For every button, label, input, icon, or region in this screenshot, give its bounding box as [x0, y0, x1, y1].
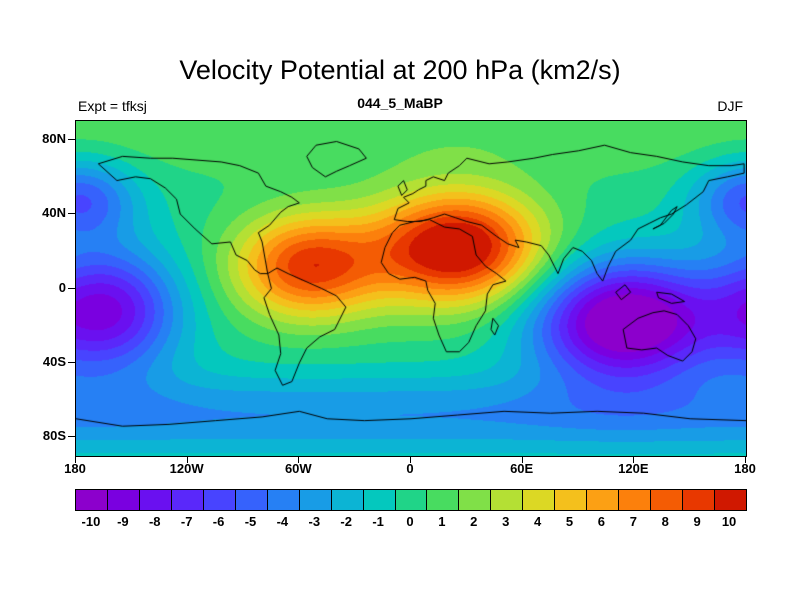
y-axis-tick-label: 80N [42, 130, 66, 146]
colorbar-cell-3 [491, 490, 524, 510]
y-axis-tick-mark [68, 287, 75, 289]
colorbar-level-label: -2 [340, 514, 352, 529]
colorbar-level-label: -5 [244, 514, 257, 529]
y-axis-tick-mark [68, 436, 75, 438]
colorbar-level-label: 8 [661, 514, 669, 529]
x-axis-tick-label: 60W [284, 461, 312, 476]
y-axis-tick-label: 0 [58, 279, 66, 295]
y-axis-tick-mark [68, 361, 75, 363]
colorbar-level-label: -1 [372, 514, 384, 529]
x-axis-tick-mark [298, 456, 300, 463]
velocity-potential-field-canvas [76, 121, 746, 456]
colorbar-cell-9 [683, 490, 716, 510]
colorbar-level-label: -8 [148, 514, 161, 529]
colorbar-level-label: 2 [470, 514, 478, 529]
colorbar-cell-7 [619, 490, 652, 510]
colorbar-cell-4 [523, 490, 556, 510]
y-axis-tick-label: 80S [42, 428, 66, 444]
colorbar-level-label: -9 [117, 514, 129, 529]
colorbar-cell--3 [299, 490, 332, 510]
colorbar-cell--10 [76, 490, 108, 510]
colorbar-cell-0 [395, 490, 428, 510]
colorbar [75, 489, 747, 511]
colorbar-cell--6 [203, 490, 236, 510]
colorbar-cell-10 [715, 490, 747, 510]
colorbar-cell-1 [427, 490, 460, 510]
x-axis-tick-label: 180 [64, 461, 86, 476]
y-axis-tick-mark [68, 213, 75, 215]
colorbar-level-label: 5 [565, 514, 574, 529]
colorbar-cell--7 [171, 490, 204, 510]
colorbar-level-label: 4 [533, 514, 542, 529]
colorbar-level-label: 1 [438, 514, 446, 529]
colorbar-level-label: 6 [597, 514, 606, 529]
x-axis-tick-label: 60E [510, 461, 534, 476]
colorbar-level-label: -10 [81, 514, 101, 529]
colorbar-cell--9 [107, 490, 140, 510]
x-axis-tick-mark [75, 456, 76, 463]
colorbar-level-label: 0 [406, 514, 414, 529]
y-axis-tick-label: 40S [42, 353, 66, 369]
colorbar-cell--2 [331, 490, 364, 510]
x-axis-tick-mark [745, 456, 746, 463]
colorbar-level-label: 9 [693, 514, 701, 529]
x-axis-tick-label: 0 [406, 461, 414, 476]
x-axis-tick-mark [410, 456, 411, 463]
x-axis-tick-mark [633, 456, 635, 463]
colorbar-level-label: -3 [308, 514, 321, 529]
colorbar-level-label: -7 [180, 514, 193, 529]
chart-subtitle: 044_5_MaBP [357, 95, 443, 111]
colorbar-cell--1 [363, 490, 396, 510]
x-axis-tick-mark [186, 456, 188, 463]
y-axis-tick-label: 40N [42, 205, 66, 221]
x-axis-tick-label: 120W [169, 461, 204, 476]
colorbar-cell--4 [267, 490, 300, 510]
colorbar-level-label: 10 [721, 514, 737, 529]
colorbar-cell--5 [235, 490, 268, 510]
y-axis-tick-mark [68, 138, 75, 140]
x-axis-tick-label: 180 [734, 461, 756, 476]
colorbar-level-label: 7 [629, 514, 637, 529]
experiment-label: Expt = tfksj [78, 98, 147, 114]
chart-title: Velocity Potential at 200 hPa (km2/s) [179, 55, 621, 85]
colorbar-cell--8 [139, 490, 172, 510]
map-plot-area [75, 120, 747, 457]
season-label: DJF [717, 98, 743, 114]
x-axis-tick-label: 120E [618, 461, 649, 476]
colorbar-cell-6 [587, 490, 620, 510]
colorbar-cell-8 [651, 490, 684, 510]
colorbar-level-label: -6 [212, 514, 225, 529]
colorbar-level-label: -4 [276, 514, 289, 529]
x-axis-tick-mark [521, 456, 523, 463]
colorbar-level-label: 3 [502, 514, 510, 529]
colorbar-cell-5 [555, 490, 588, 510]
colorbar-cell-2 [459, 490, 492, 510]
